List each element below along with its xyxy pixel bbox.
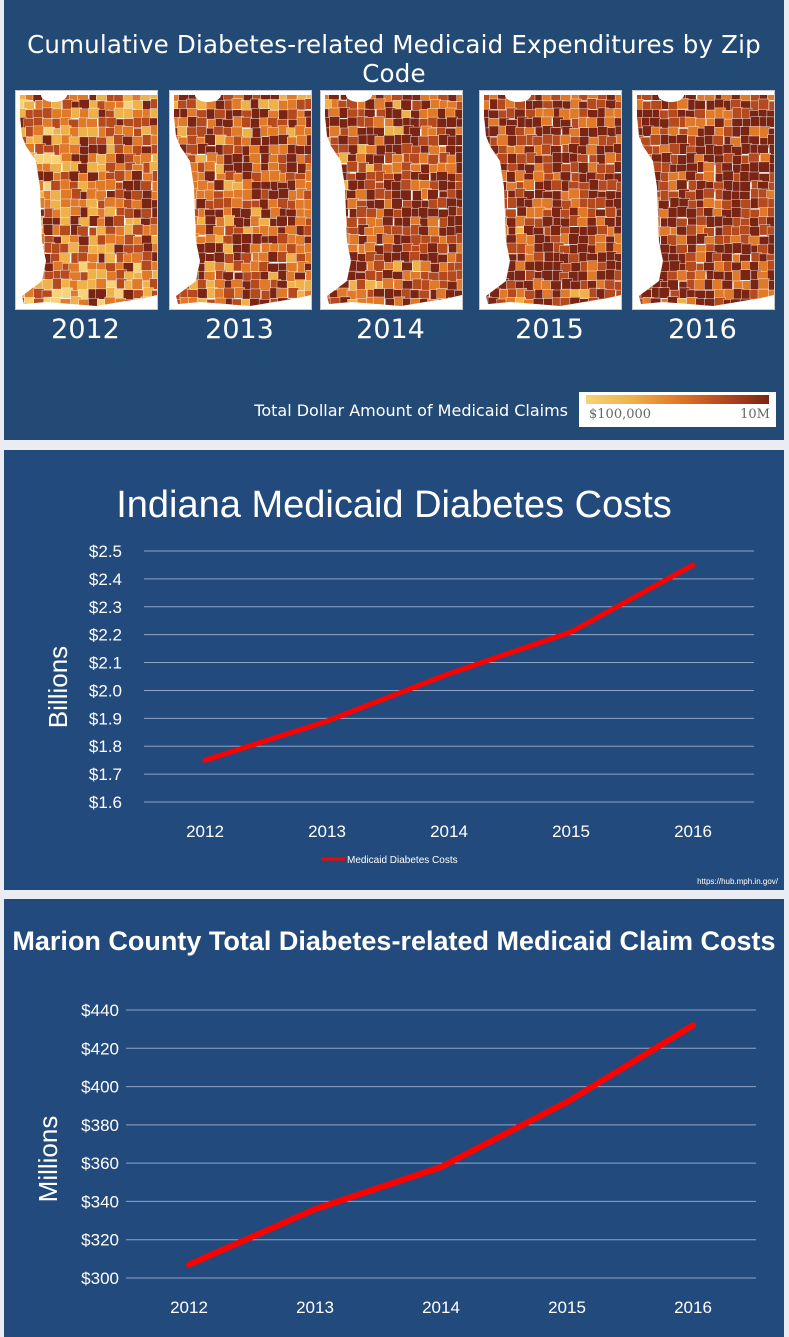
- y-tick-label: $2.3: [89, 598, 122, 617]
- map-year-label: 2013: [205, 314, 274, 345]
- x-tick-label: 2013: [308, 822, 346, 841]
- series-line-medicaid-diabetes-costs: [202, 562, 696, 763]
- x-tick-label: 2012: [186, 822, 224, 841]
- y-tick-label: $360: [81, 1154, 119, 1173]
- x-tick-label: 2013: [296, 1298, 334, 1317]
- y-tick-label: $2.0: [89, 681, 122, 700]
- y-tick-label: $1.8: [89, 737, 122, 756]
- y-tick-label: $2.2: [89, 626, 122, 645]
- y-axis-label: Millions: [33, 1116, 63, 1203]
- legend-max-label: 10M: [740, 407, 770, 422]
- county-chart-panel: Marion County Total Diabetes-related Med…: [4, 899, 784, 1337]
- maps-panel: Cumulative Diabetes-related Medicaid Exp…: [4, 0, 784, 440]
- y-axis-label: Billions: [43, 646, 73, 728]
- chart-title: Indiana Medicaid Diabetes Costs: [116, 484, 672, 526]
- y-tick-label: $1.7: [89, 765, 122, 784]
- y-tick-label: $2.4: [89, 570, 122, 589]
- x-tick-label: 2015: [552, 822, 590, 841]
- x-tick-label: 2016: [674, 1298, 712, 1317]
- maps-panel-title: Cumulative Diabetes-related Medicaid Exp…: [27, 30, 761, 88]
- indiana-map-2014: [320, 90, 463, 310]
- color-scale-legend: $100,000 10M: [579, 392, 776, 427]
- y-tick-label: $1.6: [89, 793, 122, 812]
- y-tick-label: $440: [81, 1001, 119, 1020]
- y-tick-label: $380: [81, 1116, 119, 1135]
- map-year-label: 2015: [515, 314, 584, 345]
- color-scale-gradient: [586, 395, 769, 404]
- zip-code-regions: [174, 95, 311, 306]
- county-line-chart: $300 $320 $340 $360 $380 $400 $420 $440 2012 201…: [33, 1001, 756, 1317]
- y-tick-label: $2.1: [89, 654, 122, 673]
- y-tick-label: $1.9: [89, 709, 122, 728]
- indiana-map-2016: [632, 90, 775, 310]
- map-year-label: 2012: [51, 314, 120, 345]
- chart-title: Marion County Total Diabetes-related Med…: [12, 926, 776, 956]
- y-tick-label: $320: [81, 1231, 119, 1250]
- y-tick-label: $420: [81, 1039, 119, 1058]
- lake-michigan-notch: [41, 91, 67, 102]
- lake-michigan-notch: [505, 91, 531, 102]
- indiana-map-2013: [169, 90, 312, 310]
- indiana-map-2012: [15, 90, 158, 310]
- x-tick-label: 2012: [170, 1298, 208, 1317]
- lake-michigan-notch: [658, 91, 684, 102]
- zip-code-regions: [637, 95, 774, 306]
- x-tick-label: 2016: [674, 822, 712, 841]
- legend-title: Total Dollar Amount of Medicaid Claims: [254, 401, 568, 420]
- series-line: [186, 1022, 696, 1268]
- y-tick-label: $300: [81, 1269, 119, 1288]
- x-tick-label: 2014: [430, 822, 468, 841]
- y-tick-label: $2.5: [89, 542, 122, 561]
- lake-michigan-notch: [195, 91, 221, 102]
- legend-min-label: $100,000: [589, 407, 652, 422]
- zip-code-regions: [325, 95, 462, 306]
- zip-code-regions: [484, 95, 621, 306]
- state-chart-panel: Indiana Medicaid Diabetes Costs $1.6 $1.7…: [4, 450, 784, 890]
- source-text: https://hub.mph.in.gov/: [697, 877, 778, 886]
- map-year-label: 2014: [356, 314, 425, 345]
- x-tick-label: 2015: [548, 1298, 586, 1317]
- y-tick-label: $400: [81, 1078, 119, 1097]
- map-year-label: 2016: [668, 314, 737, 345]
- lake-michigan-notch: [346, 91, 372, 102]
- y-tick-label: $340: [81, 1192, 119, 1211]
- legend-label: Medicaid Diabetes Costs: [347, 855, 458, 866]
- state-line-chart: $1.6 $1.7 $1.8 $1.9 $2.0 $2.1 $2.2 $2.3 $2.4 $2.5…: [43, 542, 754, 866]
- x-tick-label: 2014: [422, 1298, 460, 1317]
- indiana-map-2015: [479, 90, 622, 310]
- zip-code-regions: [20, 95, 157, 306]
